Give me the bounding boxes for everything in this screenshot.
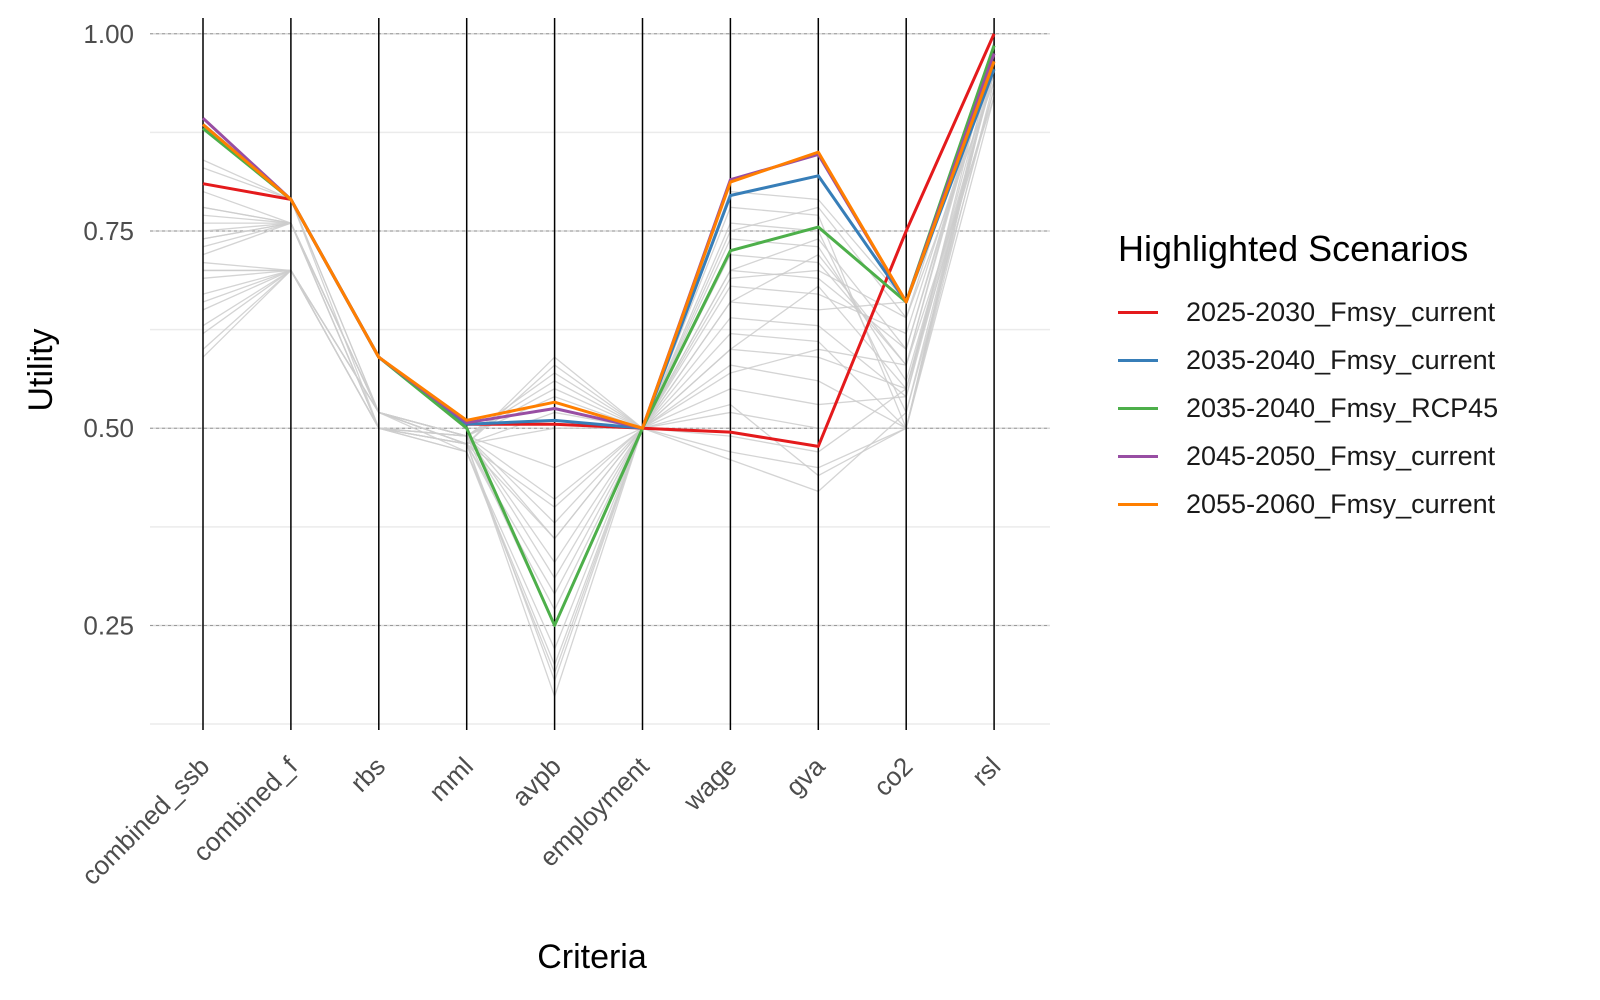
legend-item: 2055-2060_Fmsy_current [1118,480,1498,528]
background-series-line [202,41,995,445]
x-tick-label-avpb: avpb [506,751,567,812]
background-series-line [202,49,995,445]
y-tick-labels: 0.25 0.50 0.75 1.00 [83,19,134,641]
y-axis-title: Utility [22,328,60,411]
legend-item: 2025-2030_Fmsy_current [1118,288,1498,336]
legend-swatch [1118,358,1158,362]
y-tick-label: 1.00 [83,19,134,49]
legend-title: Highlighted Scenarios [1118,228,1469,269]
legend-swatch [1118,310,1158,314]
background-series-line [202,49,995,524]
grid-layer [150,33,1050,725]
background-series-layer [202,41,995,699]
legend-item: 2035-2040_Fmsy_current [1118,336,1498,384]
x-axis-title: Criteria [537,938,647,976]
background-series-line [203,73,995,501]
x-tick-label-gva: gva [780,751,831,802]
legend-label: 2035-2040_Fmsy_current [1186,344,1496,375]
x-tick-label-mml: mml [423,751,479,807]
series-line-2025-2030_Fmsy_current [202,33,996,448]
background-series-line [203,49,995,596]
legend-swatch [1118,406,1158,410]
x-tick-label-wage: wage [677,751,743,817]
x-tick-label-rbs: rbs [344,751,391,798]
criteria-axes-layer [202,18,995,730]
legend-label: 2055-2060_Fmsy_current [1186,488,1496,519]
background-series-line [202,96,995,675]
x-tick-label-rsl: rsl [966,751,1007,792]
x-tick-label-combined_ssb: combined_ssb [75,751,215,891]
legend-label: 2045-2050_Fmsy_current [1186,440,1496,471]
background-series-line [202,80,995,540]
y-tick-label: 0.50 [83,413,134,443]
legend-label: 2025-2030_Fmsy_current [1186,296,1496,327]
legend: Highlighted Scenarios 2025-2030_Fmsy_cur… [1118,228,1498,528]
x-tick-label-co2: co2 [868,751,919,802]
y-tick-label: 0.25 [83,610,134,640]
highlighted-series-layer [201,33,996,627]
legend-item: 2035-2040_Fmsy_RCP45 [1118,384,1498,432]
background-series-line [202,80,995,667]
legend-swatch [1118,502,1158,506]
legend-items: 2025-2030_Fmsy_current 2035-2040_Fmsy_cur… [1118,288,1498,528]
legend-label: 2035-2040_Fmsy_RCP45 [1186,392,1499,423]
background-series-line [202,65,995,564]
background-series-line [202,88,995,683]
series-line-2055-2060_Fmsy_current [202,60,996,430]
legend-item: 2045-2050_Fmsy_current [1118,432,1498,480]
background-series-line [202,65,995,628]
y-tick-label: 0.75 [83,216,134,246]
legend-swatch [1118,454,1158,458]
background-series-line [202,57,995,540]
